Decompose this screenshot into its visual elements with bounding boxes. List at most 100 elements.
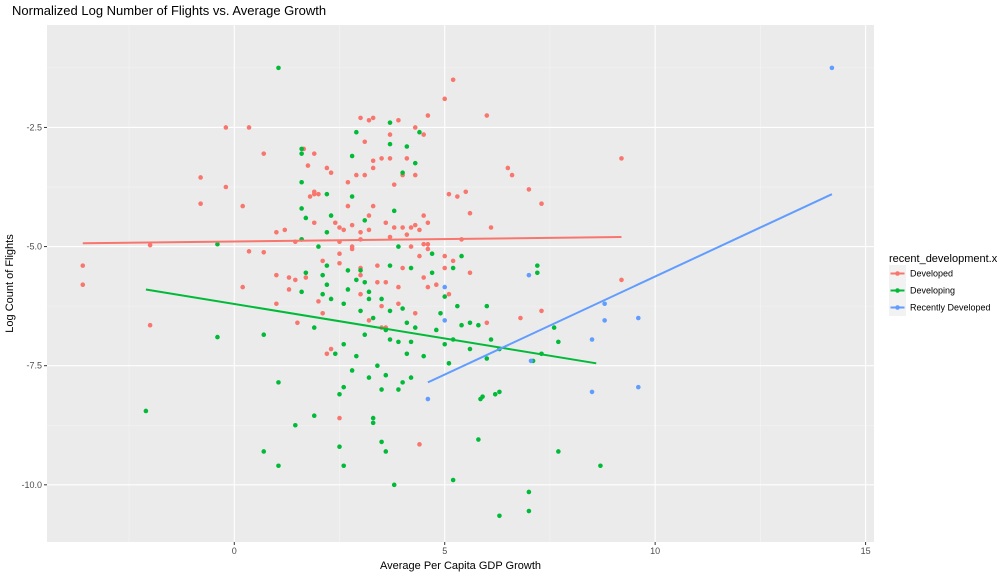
point-developed [450, 258, 456, 264]
point-developed [286, 287, 292, 292]
point-developing [276, 463, 281, 469]
point-recently-developed [442, 284, 448, 290]
point-developed [282, 227, 288, 233]
point-developed [274, 229, 279, 235]
minor-gridlines [47, 25, 874, 542]
point-developing [404, 351, 410, 357]
point-developing [311, 413, 317, 419]
point-developed [400, 265, 405, 271]
point-developing [421, 353, 426, 359]
point-developed [358, 115, 363, 121]
point-developed [362, 172, 368, 178]
point-recently-developed [442, 318, 448, 323]
legend-key-dot-developed [895, 271, 900, 276]
point-developed [362, 139, 368, 145]
point-developed [404, 232, 410, 237]
point-developing [442, 341, 448, 347]
point-developing [446, 361, 452, 366]
point-developed [337, 225, 342, 230]
point-developing [341, 341, 347, 347]
point-developing [497, 389, 502, 395]
point-developed [349, 246, 355, 252]
point-developed [425, 220, 431, 226]
point-developed [396, 117, 401, 123]
point-developing [455, 303, 460, 309]
tick-labels: 0 5 10 15 -2.5 -5.0 -7.5 -10.0 [21, 122, 870, 556]
point-developed [358, 291, 363, 297]
point-developing [362, 218, 368, 223]
point-developing [341, 301, 347, 307]
point-developed [379, 156, 384, 161]
point-developed [311, 220, 317, 226]
point-developed [387, 234, 393, 240]
point-developing [143, 408, 149, 414]
point-developing [488, 337, 494, 342]
point-developing [412, 160, 418, 166]
point-developed [375, 280, 380, 285]
point-developed [80, 263, 86, 268]
point-developing [345, 268, 351, 273]
point-developed [316, 191, 321, 197]
point-developing [400, 306, 405, 311]
point-developed [455, 194, 460, 199]
point-developing [551, 325, 557, 330]
point-developing [442, 294, 448, 299]
major-gridlines [47, 25, 874, 542]
point-developing [215, 241, 220, 247]
point-developed [442, 265, 448, 271]
point-developed [467, 270, 473, 276]
point-developing [311, 325, 317, 330]
point-developed [274, 272, 279, 278]
point-developing [417, 129, 422, 135]
legend-title: recent_development.x [889, 253, 998, 265]
point-developed [383, 220, 389, 226]
legend-key-dot-developing [895, 288, 900, 293]
y-tick-label: -10.0 [21, 480, 42, 490]
point-developed [261, 151, 267, 156]
point-developed [383, 280, 389, 285]
point-developed [345, 203, 351, 209]
point-developed [293, 277, 298, 283]
point-developed [366, 117, 372, 123]
point-developing [467, 320, 473, 326]
legend-label-recently-developed: Recently Developed [910, 303, 991, 313]
point-developed [80, 282, 86, 287]
point-recently-developed [636, 315, 641, 321]
point-developing [459, 322, 464, 328]
data-points [80, 65, 835, 519]
point-developed [421, 132, 426, 137]
point-developing [412, 325, 418, 330]
point-developing [396, 339, 401, 345]
point-developing [332, 351, 338, 357]
legend: recent_development.x Developed Developing… [889, 253, 998, 316]
point-developing [358, 268, 363, 273]
point-developing [299, 179, 304, 185]
point-developed [328, 346, 334, 352]
point-developed [370, 165, 376, 171]
point-developed [396, 284, 401, 290]
point-developing [370, 420, 376, 426]
point-developing [404, 144, 410, 149]
point-developed [375, 263, 380, 268]
point-developing [480, 394, 485, 399]
point-developed [311, 151, 317, 156]
point-developing [375, 363, 380, 368]
point-developing [387, 141, 393, 147]
x-tick-label: 10 [650, 546, 660, 556]
point-developing [316, 244, 321, 249]
point-developed [526, 187, 532, 192]
point-developed [366, 213, 372, 218]
point-developed [442, 96, 448, 102]
point-developed [450, 77, 456, 83]
point-developed [463, 189, 469, 195]
point-developing [362, 280, 368, 285]
point-developed [320, 310, 325, 316]
point-developed [505, 165, 511, 171]
point-developed [387, 156, 393, 161]
point-developing [349, 368, 355, 373]
point-developing [370, 315, 376, 321]
y-tick-label: -7.5 [26, 361, 42, 371]
point-developing [400, 380, 405, 385]
point-developed [246, 125, 252, 130]
point-developed [320, 258, 325, 264]
